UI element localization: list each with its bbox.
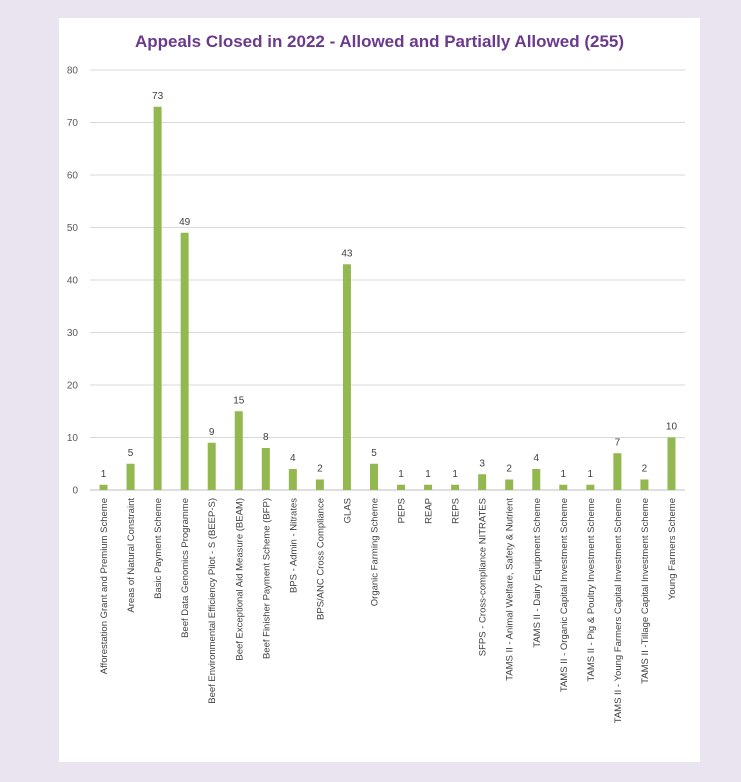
category-label: TAMS II - Animal Welfare, Safety & Nutri… — [505, 498, 516, 681]
y-tick-label: 50 — [67, 223, 79, 234]
data-label: 5 — [128, 448, 134, 459]
category-label: Basic Payment Scheme — [153, 498, 164, 599]
category-label: Afforestation Grant and Premium Scheme — [99, 498, 110, 674]
category-label: REAP — [424, 498, 435, 524]
data-label: 1 — [452, 469, 458, 480]
bar-chart: 0 10 20 30 40 50 60 70 80 1 Afforestation Grant an… — [67, 66, 685, 723]
bar — [180, 232, 189, 490]
bar — [126, 463, 135, 490]
chart-title: Appeals Closed in 2022 - Allowed and Par… — [134, 32, 625, 51]
category-label: TAMS II -Tillage Capital Investment Sche… — [640, 498, 651, 684]
data-label: 1 — [561, 469, 567, 480]
bar — [234, 411, 243, 490]
y-tick-label: 20 — [67, 381, 79, 392]
bar — [613, 453, 622, 490]
category-label: BPS - Admin - Nitrates — [288, 498, 299, 593]
bar — [505, 479, 514, 490]
y-tick-label: 60 — [67, 171, 79, 182]
bar — [315, 479, 324, 490]
category-label: TAMS II - Young Farmers Capital Investme… — [613, 498, 624, 723]
data-label: 9 — [209, 427, 215, 438]
category-label: GLAS — [342, 498, 353, 523]
data-label: 4 — [533, 453, 539, 464]
bar — [532, 469, 541, 490]
data-label: 49 — [179, 217, 191, 228]
data-label: 8 — [263, 432, 269, 443]
bar — [207, 442, 216, 490]
data-label: 4 — [290, 453, 296, 464]
category-label: Beef Environmental Efficiency Pilot - S … — [207, 498, 218, 704]
bar — [99, 484, 108, 490]
bar — [424, 484, 433, 490]
bar — [369, 463, 378, 490]
data-label: 1 — [425, 469, 431, 480]
data-label: 43 — [341, 248, 353, 259]
data-label: 73 — [152, 91, 164, 102]
chart-panel: Appeals Closed in 2022 - Allowed and Par… — [59, 18, 700, 762]
y-tick-label: 40 — [67, 276, 79, 287]
y-tick-label: 10 — [67, 433, 79, 444]
bar — [586, 484, 595, 490]
category-label: BPS/ANC Cross Compliance — [315, 498, 326, 620]
data-label: 2 — [317, 464, 323, 475]
y-tick-label: 80 — [67, 66, 79, 77]
bar — [667, 437, 676, 490]
bar — [261, 448, 270, 490]
data-label: 15 — [233, 395, 245, 406]
y-tick-label: 70 — [67, 118, 79, 129]
data-label: 10 — [666, 422, 678, 433]
category-label: SFPS - Cross-compliance NITRATES — [478, 498, 489, 656]
category-label: TAMS II - Dairy Equipment Scheme — [532, 498, 543, 648]
category-label: Organic Farming Scheme — [369, 498, 380, 606]
data-label: 1 — [398, 469, 404, 480]
bar — [288, 469, 297, 490]
data-label: 3 — [479, 458, 485, 469]
bar — [397, 484, 406, 490]
category-label: Beef Exceptional Aid Measure (BEAM) — [234, 498, 245, 661]
category-label: REPS — [451, 498, 462, 524]
category-label: Young Farmers Scheme — [667, 498, 678, 600]
category-label: PEPS — [397, 498, 408, 523]
data-label: 7 — [615, 437, 621, 448]
y-tick-label: 0 — [72, 486, 78, 497]
data-label: 2 — [506, 464, 512, 475]
category-label: Beef Data Genomics Programme — [180, 498, 191, 638]
category-label: Beef Finisher Payment Scheme (BFP) — [261, 498, 272, 659]
category-label: TAMS II - Pig & Poultry Investment Schem… — [586, 498, 597, 682]
data-label: 1 — [588, 469, 594, 480]
data-label: 1 — [101, 469, 107, 480]
category-label: TAMS II - Organic Capital Investment Sch… — [559, 498, 570, 692]
bar — [342, 264, 351, 490]
category-label: Areas of Natural Constraint — [126, 498, 137, 613]
bar — [153, 106, 162, 490]
bar — [559, 484, 568, 490]
bar — [451, 484, 460, 490]
bar — [478, 474, 487, 490]
data-label: 2 — [642, 464, 648, 475]
bar — [640, 479, 649, 490]
data-label: 5 — [371, 448, 377, 459]
y-tick-label: 30 — [67, 328, 79, 339]
